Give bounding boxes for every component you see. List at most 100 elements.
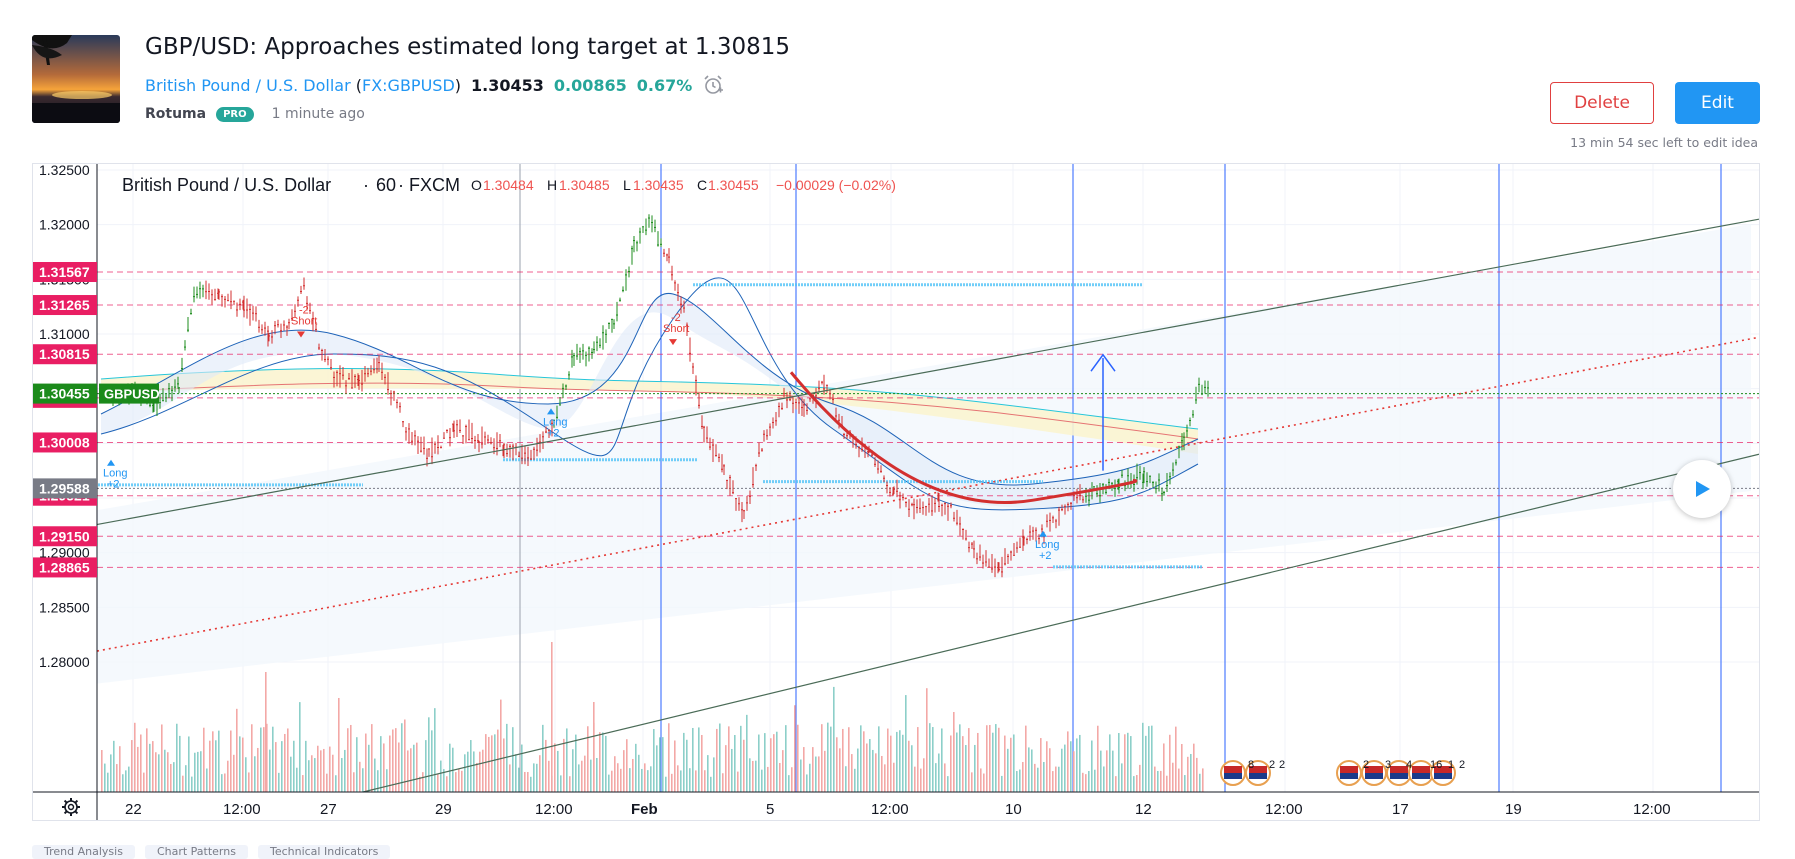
volume-bar — [764, 733, 766, 792]
volume-bar — [986, 725, 988, 792]
tag-chart-patterns[interactable]: Chart Patterns — [144, 845, 248, 859]
volume-bar — [893, 762, 895, 792]
volume-bar — [959, 724, 961, 792]
edit-button[interactable]: Edit — [1675, 82, 1760, 124]
volume-bar — [911, 745, 913, 792]
price-change-percent: 0.67% — [636, 75, 693, 95]
volume-bar — [671, 773, 673, 792]
volume-bar — [128, 766, 130, 792]
volume-bar — [947, 776, 949, 792]
volume-bar — [476, 762, 478, 792]
ma-line-2 — [100, 382, 1199, 440]
volume-bar — [1115, 776, 1117, 792]
price-level-tag — [33, 432, 97, 453]
volume-bar — [227, 760, 229, 792]
volume-bar — [413, 744, 415, 792]
volume-bar — [1160, 770, 1162, 792]
volume-bar — [245, 757, 247, 792]
axes: 1.325001.320001.315001.310001.305001.300… — [33, 164, 1759, 820]
volume-bar — [611, 770, 613, 792]
volume-bar — [632, 758, 634, 792]
volume-bar — [1169, 734, 1171, 792]
volume-bar — [203, 727, 205, 792]
volume-bar — [1157, 770, 1159, 792]
volume-bar — [152, 741, 154, 792]
volume-bar — [392, 729, 394, 792]
volume-bar — [908, 740, 910, 792]
tag-trend-analysis[interactable]: Trend Analysis — [32, 845, 135, 859]
legend-source: FXCM — [409, 175, 460, 195]
volume-bar — [827, 722, 829, 792]
play-icon — [1696, 481, 1710, 497]
volume-bar — [752, 760, 754, 792]
ticker-tag — [99, 383, 159, 404]
symbol-ticker-link[interactable]: FX:GBPUSD — [362, 75, 455, 95]
symbol-name-link[interactable]: British Pound / U.S. Dollar — [145, 75, 351, 95]
volume-bar — [428, 717, 430, 792]
legend-dot-2: · — [398, 175, 404, 195]
volume-bar — [785, 725, 787, 792]
gear-icon[interactable] — [62, 798, 80, 816]
volume-bar — [866, 743, 868, 792]
volume-bar — [1055, 766, 1057, 792]
tag-technical-indicators[interactable]: Technical Indicators — [257, 845, 391, 859]
volume-bar — [143, 772, 145, 792]
volume-bar — [299, 702, 301, 792]
time-axis-label: 12:00 — [535, 801, 573, 818]
alarm-clock-icon[interactable] — [702, 74, 724, 96]
play-replay-button[interactable] — [1673, 460, 1731, 518]
event-count: 2 — [1279, 759, 1285, 771]
volume-bar — [101, 750, 103, 792]
volume-bar — [278, 772, 280, 792]
short-arrow-icon — [297, 331, 305, 338]
price-level-tag — [33, 295, 97, 316]
volume-bar — [791, 767, 793, 792]
idea-thumbnail[interactable] — [32, 35, 120, 123]
price-level-tag-label: 1.30815 — [39, 346, 90, 362]
volume-bar — [1091, 740, 1093, 792]
author-name[interactable]: Rotuma — [145, 106, 207, 122]
volume-bar — [575, 734, 577, 792]
volume-bar — [548, 760, 550, 792]
volume-bar — [824, 750, 826, 792]
volume-bar — [620, 768, 622, 792]
volume-bar — [122, 774, 124, 792]
volume-bar — [1067, 731, 1069, 792]
paren-open: ( — [355, 75, 362, 95]
volume-bar — [266, 723, 268, 792]
volume-bar — [968, 728, 970, 792]
volume-bar — [779, 763, 781, 792]
volume-bar — [1073, 751, 1075, 792]
volume-bar — [173, 762, 175, 792]
flag-stripe — [1412, 766, 1430, 773]
volume-bar — [758, 734, 760, 792]
volume-bar — [614, 756, 616, 792]
volume-bar — [635, 743, 637, 792]
volume-bar — [362, 768, 364, 792]
volume-bar — [269, 749, 271, 792]
volume-bar — [623, 750, 625, 792]
time-axis-label: 10 — [1005, 801, 1022, 818]
volume-bar — [569, 776, 571, 792]
price-level-tag — [33, 262, 97, 283]
volume-bar — [929, 723, 931, 792]
volume-bar — [776, 731, 778, 792]
volume-bar — [230, 730, 232, 792]
price-axis-label: 1.28500 — [39, 599, 90, 615]
volume-bar — [902, 734, 904, 792]
time-axis-label: 12:00 — [223, 801, 261, 818]
volume-bar — [209, 740, 211, 792]
volume-bar — [1136, 775, 1138, 792]
current-price-tag — [33, 383, 97, 404]
time-axis-label: 22 — [125, 801, 142, 818]
delete-button[interactable]: Delete — [1550, 82, 1654, 124]
band-upper — [100, 293, 1199, 486]
price-axis-label: 1.32500 — [39, 164, 90, 178]
ohlc-change: −0.00029 (−0.02%) — [776, 177, 896, 193]
flag-stripe — [1434, 766, 1452, 773]
time-axis-label: 12:00 — [1265, 801, 1303, 818]
volume-bar — [749, 758, 751, 792]
volume-bar — [248, 772, 250, 792]
